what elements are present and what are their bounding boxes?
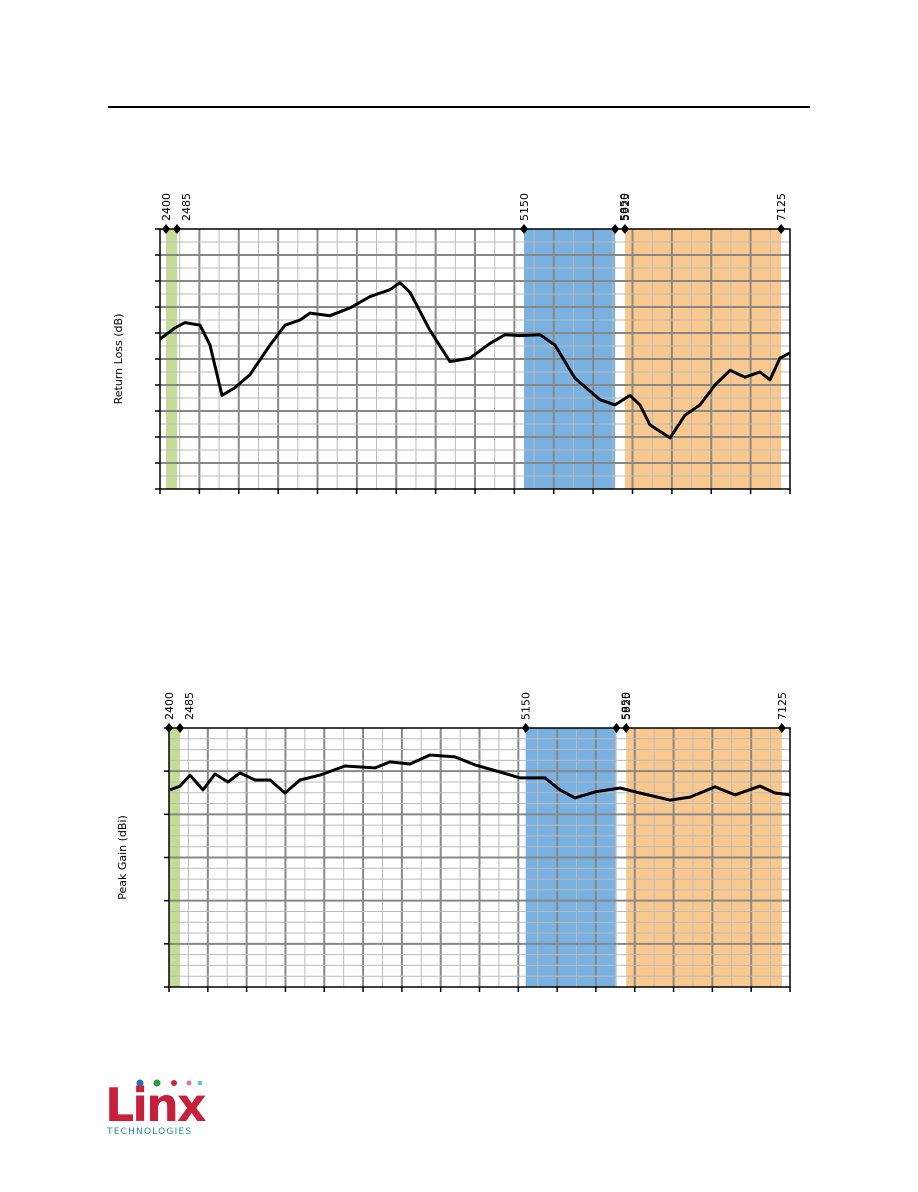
logo-tagline: TECHNOLOGIES — [106, 1127, 192, 1137]
logo-dot — [136, 1079, 144, 1087]
band-marker — [173, 224, 182, 234]
band-marker — [611, 224, 620, 234]
band-label: 7125 — [776, 692, 789, 720]
band-marker — [777, 224, 786, 234]
band-marker — [161, 224, 170, 234]
band-label: 5150 — [520, 692, 533, 720]
band-label: 5150 — [518, 193, 531, 221]
band-marker — [165, 723, 173, 733]
band-label: 2400 — [163, 692, 176, 720]
y-axis-title: Peak Gain (dBi) — [116, 815, 129, 900]
plot-frame — [168, 727, 791, 988]
logo: Linx TECHNOLOGIES — [105, 1078, 208, 1137]
band-label: 2485 — [180, 193, 193, 221]
logo-dot — [153, 1079, 161, 1087]
plot-frame — [159, 228, 791, 490]
band-marker — [521, 723, 530, 733]
band-marker — [777, 723, 786, 733]
band-marker — [622, 723, 631, 733]
logo-dot — [198, 1081, 202, 1085]
band-marker — [612, 723, 621, 733]
y-axis-title: Return Loss (dB) — [112, 314, 125, 405]
band-label: 2485 — [183, 692, 196, 720]
band-label: 2400 — [160, 193, 173, 221]
band-label: 7125 — [775, 193, 788, 221]
band-label: 5925 — [620, 692, 633, 720]
band-label: 5850 — [618, 193, 631, 221]
data-line — [169, 753, 791, 802]
logo-name: Linx — [105, 1078, 206, 1132]
band-marker — [176, 723, 185, 733]
band-label: 5850 — [619, 692, 632, 720]
logo-dot — [171, 1080, 177, 1086]
logo-dot — [186, 1080, 192, 1086]
data-line — [159, 281, 791, 440]
band-marker — [520, 224, 529, 234]
band-marker — [620, 224, 629, 234]
band-label: 5925 — [619, 193, 632, 221]
